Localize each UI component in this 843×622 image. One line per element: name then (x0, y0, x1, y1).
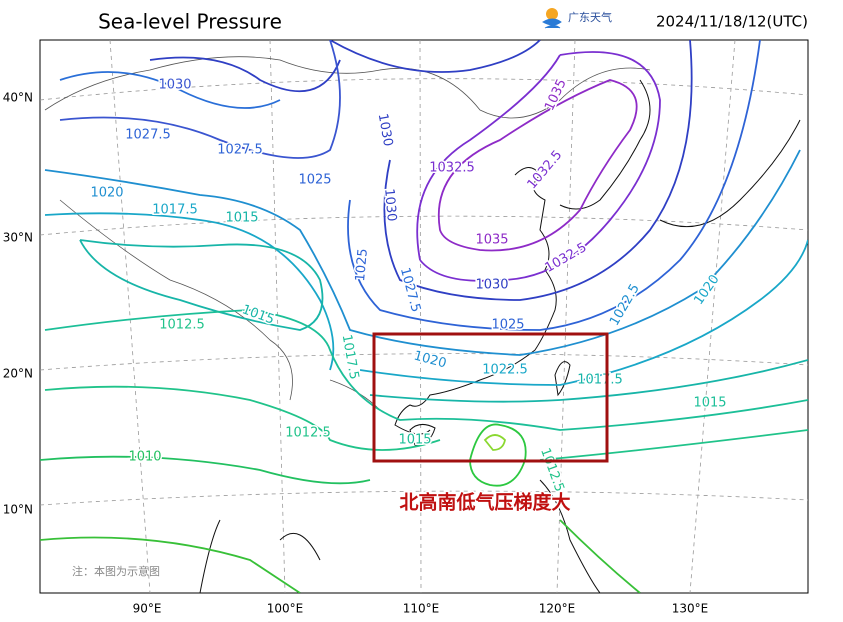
contour-label: 1030 (475, 278, 508, 293)
contour-label: 1027.5 (217, 143, 263, 158)
contour-label: 1032.5 (429, 161, 475, 176)
lat-label: 40°N (3, 91, 33, 105)
logo-wave (542, 18, 562, 29)
isobars (40, 40, 808, 593)
contour-label: 1025 (298, 173, 331, 188)
contour-label: 1015 (225, 211, 258, 226)
coastline (199, 79, 801, 593)
contour-label: 1027.5 (125, 128, 171, 143)
lon-label: 90°E (133, 602, 162, 616)
lat-label: 30°N (3, 231, 33, 245)
lat-labels: 40°N 30°N 20°N 10°N (3, 91, 33, 517)
logo-sun (546, 8, 558, 20)
contour-label: 1017.5 (577, 373, 623, 388)
highlight-box (372, 332, 609, 463)
note: 注：本图为示意图 (72, 564, 160, 578)
logo-text: 广东天气 (568, 10, 612, 24)
lat-label: 20°N (3, 367, 33, 381)
lat-label: 10°N (3, 503, 33, 517)
contour-label: 1012.5 (285, 426, 331, 441)
contour-label: 1025 (491, 318, 524, 333)
contour-label: 1017.5 (152, 203, 198, 218)
contour-label: 1010 (128, 450, 161, 465)
lon-label: 120°E (539, 602, 576, 616)
lon-labels: 90°E 100°E 110°E 120°E 130°E (133, 602, 709, 616)
annotation: 北高南低气压梯度大 (399, 491, 570, 514)
contour-label: 1030 (375, 112, 396, 147)
contour-label: 1030 (158, 78, 191, 93)
contour-label: 1012.5 (159, 318, 205, 333)
contour-label: 1015 (398, 433, 431, 448)
title: Sea-level Pressure (98, 10, 282, 34)
logo: 广东天气 (542, 8, 612, 29)
contour-label: 1035 (475, 233, 508, 248)
contour-label: 1020 (90, 186, 123, 201)
contour-label: 1025 (353, 248, 371, 282)
datetime: 2024/11/18/12(UTC) (656, 13, 808, 31)
contour-label: 1015 (693, 396, 726, 411)
contour-label: 1022.5 (482, 363, 528, 378)
lon-label: 100°E (267, 602, 304, 616)
contour-label: 1030 (381, 188, 399, 222)
lon-label: 130°E (672, 602, 709, 616)
lon-label: 110°E (403, 602, 440, 616)
